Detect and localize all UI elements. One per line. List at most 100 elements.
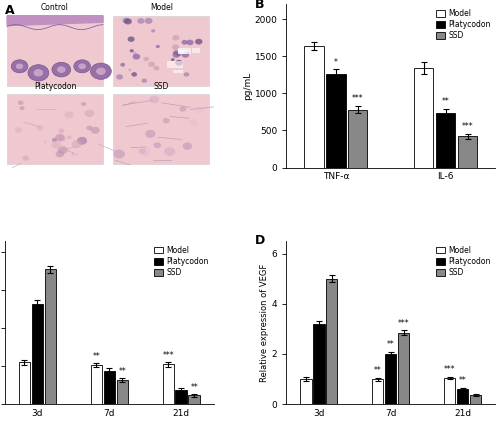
- Bar: [398, 333, 409, 404]
- Circle shape: [122, 18, 130, 23]
- Circle shape: [144, 57, 149, 61]
- Circle shape: [182, 40, 188, 45]
- Circle shape: [163, 118, 170, 123]
- Circle shape: [72, 140, 82, 148]
- Circle shape: [139, 148, 146, 154]
- Text: SSD: SSD: [154, 82, 169, 91]
- Circle shape: [132, 72, 137, 77]
- Circle shape: [124, 18, 132, 25]
- Circle shape: [55, 134, 64, 141]
- Circle shape: [176, 52, 181, 56]
- Bar: [192, 49, 200, 53]
- Circle shape: [172, 44, 179, 50]
- Legend: Model, Platycodon, SSD: Model, Platycodon, SSD: [433, 6, 494, 43]
- Circle shape: [171, 58, 174, 61]
- Y-axis label: Relative expression of VEGF: Relative expression of VEGF: [260, 264, 269, 382]
- Y-axis label: pg/mL: pg/mL: [242, 72, 252, 100]
- Bar: [176, 390, 187, 404]
- Text: **: **: [374, 366, 382, 375]
- Circle shape: [151, 29, 156, 32]
- Circle shape: [86, 126, 92, 130]
- Circle shape: [175, 60, 182, 66]
- Circle shape: [81, 102, 86, 106]
- Text: A: A: [5, 4, 15, 17]
- Bar: [470, 396, 482, 404]
- Circle shape: [56, 151, 64, 157]
- Legend: Model, Platycodon, SSD: Model, Platycodon, SSD: [433, 243, 494, 280]
- Circle shape: [182, 142, 192, 150]
- Circle shape: [15, 127, 22, 133]
- Circle shape: [116, 74, 123, 80]
- Bar: [172, 70, 183, 73]
- Circle shape: [172, 35, 180, 40]
- Bar: [304, 46, 324, 168]
- Circle shape: [148, 61, 155, 67]
- Circle shape: [138, 18, 144, 24]
- Text: ***: ***: [462, 122, 473, 131]
- Text: **: **: [92, 352, 100, 361]
- Circle shape: [33, 69, 43, 77]
- Circle shape: [180, 106, 186, 112]
- Circle shape: [142, 79, 147, 83]
- Text: **: **: [459, 376, 466, 385]
- Circle shape: [128, 69, 132, 71]
- Bar: [457, 389, 468, 404]
- Bar: [458, 136, 477, 168]
- Circle shape: [156, 45, 160, 48]
- Bar: [372, 379, 384, 404]
- Circle shape: [52, 138, 57, 142]
- Circle shape: [114, 150, 125, 159]
- Circle shape: [130, 49, 134, 52]
- Circle shape: [132, 54, 140, 60]
- Circle shape: [145, 130, 156, 138]
- Circle shape: [154, 142, 161, 148]
- Circle shape: [58, 146, 68, 154]
- Circle shape: [139, 147, 151, 157]
- Text: B: B: [255, 0, 264, 11]
- Bar: [188, 396, 200, 404]
- Bar: [90, 365, 102, 404]
- Bar: [114, 16, 210, 86]
- Bar: [178, 50, 187, 54]
- Circle shape: [144, 18, 152, 24]
- Bar: [44, 270, 56, 404]
- Bar: [7, 16, 103, 86]
- Text: Control: Control: [41, 3, 69, 12]
- Circle shape: [52, 141, 62, 149]
- Polygon shape: [7, 16, 103, 25]
- Circle shape: [74, 60, 90, 73]
- Bar: [32, 304, 43, 404]
- Circle shape: [67, 135, 71, 139]
- Circle shape: [77, 137, 87, 145]
- Circle shape: [37, 125, 44, 131]
- Text: ***: ***: [352, 94, 364, 103]
- Circle shape: [189, 119, 198, 126]
- Circle shape: [128, 37, 134, 42]
- Text: *: *: [334, 58, 338, 67]
- Circle shape: [28, 64, 49, 81]
- Bar: [414, 68, 434, 168]
- Bar: [444, 378, 456, 404]
- Bar: [326, 279, 338, 404]
- Circle shape: [18, 101, 24, 105]
- Circle shape: [16, 63, 24, 70]
- Bar: [436, 114, 456, 168]
- Circle shape: [150, 95, 160, 103]
- Circle shape: [22, 155, 29, 161]
- Text: ***: ***: [444, 365, 456, 374]
- Circle shape: [20, 106, 24, 110]
- Bar: [7, 94, 103, 164]
- Text: **: **: [442, 97, 450, 106]
- Text: Model: Model: [150, 3, 173, 12]
- Bar: [178, 48, 190, 55]
- Bar: [326, 74, 345, 168]
- Circle shape: [56, 66, 66, 73]
- Circle shape: [194, 106, 204, 114]
- Bar: [168, 61, 182, 68]
- Circle shape: [96, 67, 106, 75]
- Circle shape: [58, 129, 64, 133]
- Bar: [313, 324, 324, 404]
- Bar: [18, 362, 30, 404]
- Circle shape: [78, 63, 86, 70]
- Bar: [300, 379, 312, 404]
